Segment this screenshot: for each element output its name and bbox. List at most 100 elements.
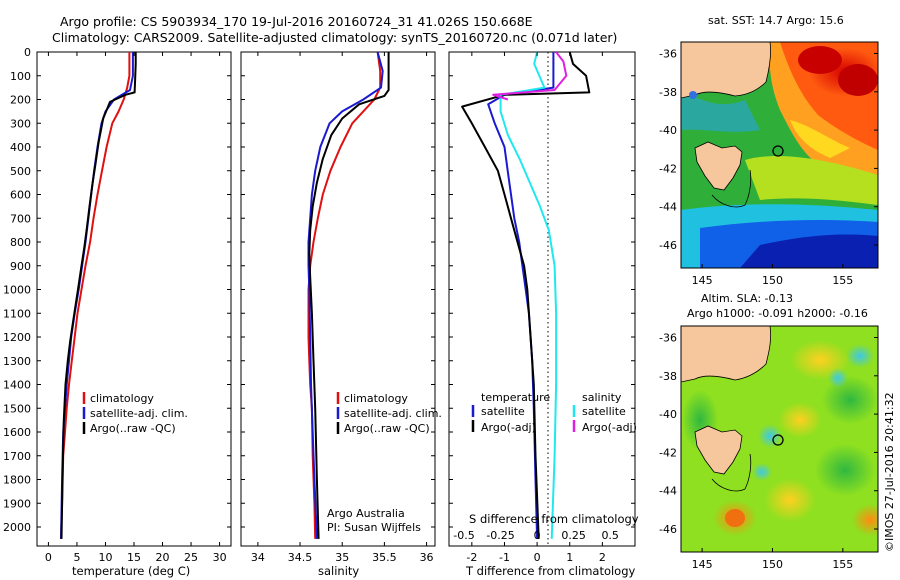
difference-legend: temperature satellite Argo(-adj) salinit… (471, 391, 637, 434)
x-tick-label: 20 (156, 551, 170, 564)
series-temperature-argo-adj- (461, 52, 591, 539)
depth-tick-label: 200 (10, 94, 31, 107)
depth-tick-label: 1700 (3, 450, 31, 463)
x-tick-label: 36 (420, 551, 434, 564)
x-tick-label: 35 (335, 551, 349, 564)
map-x-tick-label: 150 (762, 558, 783, 571)
x-tick-label: 34.5 (288, 551, 313, 564)
depth-axis: 0 100 200 300 400 500 600 700 800 900 1000 1100 1200… (3, 46, 635, 534)
legend-climatology: climatology (90, 392, 154, 405)
map-y-tick-label: -40 (659, 124, 677, 137)
depth-tick-label: 1800 (3, 474, 31, 487)
difference-profile-plot (461, 52, 591, 546)
series-satellite-adj-clim- (307, 52, 384, 539)
depth-tick-label: 1600 (3, 426, 31, 439)
temperature-profile-plot (60, 52, 137, 539)
temperature-legend: climatology satellite-adj. clim. Argo(..… (82, 392, 188, 435)
depth-tick-label: 1100 (3, 307, 31, 320)
temperature-x-axis: 0 5 10 15 20 25 30 (45, 52, 227, 564)
temperature-panel-frame (36, 51, 232, 547)
difference-x-axis: -2 -1 0 1 2 -0.5 -0.25 0 0.25 0.5 (453, 52, 619, 564)
s-tick-label: -0.25 (486, 529, 514, 542)
depth-tick-label: 1400 (3, 379, 31, 392)
sla-map-title: Altim. SLA: -0.13 (701, 292, 793, 305)
legend-argo: Argo(..raw -QC) (90, 422, 176, 435)
map-y-tick-label: -40 (659, 408, 677, 421)
map-y-tick-label: -38 (659, 370, 677, 383)
depth-tick-label: 100 (10, 70, 31, 83)
legend-argo: Argo(..raw -QC) (344, 422, 430, 435)
series-salinity-satellite (499, 52, 558, 539)
sla-map-axes: 145 150 155 -36 -38 -40 -42 -44 -46 (659, 331, 878, 571)
depth-tick-label: 400 (10, 141, 31, 154)
depth-tick-label: 600 (10, 189, 31, 202)
x-tick-label: 15 (127, 551, 141, 564)
x-tick-label: 1 (566, 551, 573, 564)
x-tick-label: 0 (45, 551, 52, 564)
depth-tick-label: 1000 (3, 284, 31, 297)
depth-tick-label: 300 (10, 117, 31, 130)
sst-map-image (681, 42, 878, 268)
depth-tick-label: 2000 (3, 521, 31, 534)
legend-t-satellite: satellite (481, 405, 525, 418)
difference-x-label: T difference from climatology (465, 564, 636, 578)
sst-map-axes: 145 150 155 -36 -38 -40 -42 -44 -46 (659, 47, 878, 287)
map-x-tick-label: 155 (832, 274, 853, 287)
depth-tick-label: 1300 (3, 355, 31, 368)
legend-salinity-header: salinity (582, 391, 622, 404)
legend-s-argo: Argo(-adj) (582, 421, 637, 434)
map-x-tick-label: 150 (762, 274, 783, 287)
argo-australia-note: Argo Australia (327, 507, 405, 520)
imos-credit: ©IMOS 27-Jul-2016 20:41:32 (883, 392, 896, 552)
depth-tick-label: 1900 (3, 497, 31, 510)
x-tick-label: 34 (251, 551, 265, 564)
x-tick-label: 25 (184, 551, 198, 564)
salinity-x-label: salinity (318, 564, 359, 578)
map-y-tick-label: -46 (659, 239, 677, 252)
depth-tick-label: 500 (10, 165, 31, 178)
series-climatology (60, 52, 131, 539)
legend-satellite-adj: satellite-adj. clim. (90, 407, 188, 420)
x-tick-label: -1 (499, 551, 510, 564)
legend-satellite-adj: satellite-adj. clim. (344, 407, 442, 420)
sst-map-frame (680, 41, 879, 269)
salinity-legend: climatology satellite-adj. clim. Argo(..… (327, 392, 442, 534)
series-temperature-satellite (487, 52, 555, 539)
salinity-panel-frame (240, 51, 436, 547)
x-tick-label: 5 (73, 551, 80, 564)
temperature-x-label: temperature (deg C) (72, 564, 190, 578)
map-y-tick-label: -36 (659, 331, 677, 344)
x-tick-label: 35.5 (372, 551, 397, 564)
sst-map-title: sat. SST: 14.7 Argo: 15.6 (708, 14, 844, 27)
legend-temperature-header: temperature (481, 391, 550, 404)
sla-map-frame (680, 325, 879, 553)
legend-s-satellite: satellite (582, 405, 626, 418)
sst-argo-marker (772, 145, 784, 157)
x-tick-label: 30 (213, 551, 227, 564)
map-y-tick-label: -36 (659, 47, 677, 60)
sla-argo-marker (772, 434, 784, 446)
x-tick-label: -2 (466, 551, 477, 564)
legend-t-argo: Argo(-adj) (481, 421, 536, 434)
legend-climatology: climatology (344, 392, 408, 405)
depth-tick-label: 1200 (3, 331, 31, 344)
s-tick-label: 0.25 (561, 529, 586, 542)
difference-panel-frame (448, 51, 636, 547)
series-salinity-argo-adj- (492, 52, 568, 101)
map-y-tick-label: -38 (659, 86, 677, 99)
figure-title-line2: Climatology: CARS2009. Satellite-adjuste… (52, 30, 617, 45)
x-tick-label: 2 (599, 551, 606, 564)
series-climatology (307, 52, 382, 539)
x-tick-label: 10 (98, 551, 112, 564)
map-x-tick-label: 145 (692, 274, 713, 287)
s-tick-label: -0.5 (453, 529, 474, 542)
map-y-tick-label: -44 (659, 485, 677, 498)
depth-tick-label: 800 (10, 236, 31, 249)
series-argo-raw-qc- (308, 52, 390, 539)
depth-tick-label: 0 (24, 46, 31, 59)
map-x-tick-label: 155 (832, 558, 853, 571)
s-difference-label: S difference from climatology (469, 512, 639, 526)
depth-tick-label: 1500 (3, 402, 31, 415)
pi-note: PI: Susan Wijffels (327, 521, 421, 534)
